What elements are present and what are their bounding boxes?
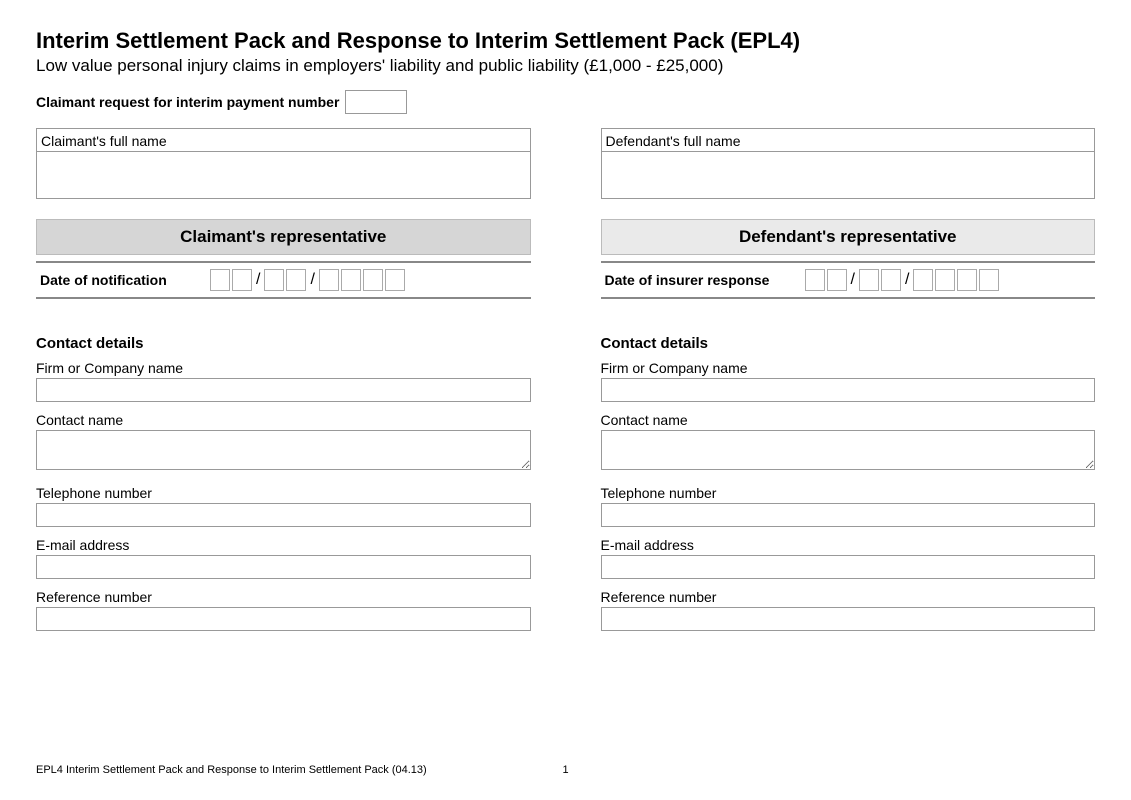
- firm-label: Firm or Company name: [36, 360, 531, 376]
- date-d1[interactable]: [805, 269, 825, 291]
- form-title: Interim Settlement Pack and Response to …: [36, 28, 1095, 54]
- form-subtitle: Low value personal injury claims in empl…: [36, 56, 1095, 76]
- date-y1[interactable]: [913, 269, 933, 291]
- defendant-email-input[interactable]: [601, 555, 1096, 579]
- date-sep-icon: /: [254, 271, 262, 289]
- defendant-contact-name-input[interactable]: [601, 430, 1096, 470]
- claimant-column: Claimant's full name Claimant's represen…: [36, 128, 531, 641]
- payment-number-row: Claimant request for interim payment num…: [36, 90, 1095, 114]
- claimant-firm-input[interactable]: [36, 378, 531, 402]
- date-d2[interactable]: [827, 269, 847, 291]
- contact-name-label: Contact name: [36, 412, 531, 428]
- date-sep-icon: /: [903, 271, 911, 289]
- defendant-firm-input[interactable]: [601, 378, 1096, 402]
- payment-number-input[interactable]: [345, 90, 407, 114]
- date-d2[interactable]: [232, 269, 252, 291]
- payment-number-label: Claimant request for interim payment num…: [36, 94, 339, 110]
- ref-label: Reference number: [36, 589, 531, 605]
- firm-label: Firm or Company name: [601, 360, 1096, 376]
- date-y4[interactable]: [979, 269, 999, 291]
- date-y2[interactable]: [341, 269, 361, 291]
- date-y1[interactable]: [319, 269, 339, 291]
- defendant-tel-input[interactable]: [601, 503, 1096, 527]
- notification-date-row: Date of notification / /: [36, 261, 531, 299]
- claimant-name-input[interactable]: [37, 152, 530, 198]
- tel-label: Telephone number: [36, 485, 531, 501]
- contact-name-label: Contact name: [601, 412, 1096, 428]
- contact-heading: Contact details: [601, 335, 1096, 352]
- date-sep-icon: /: [308, 271, 316, 289]
- contact-heading: Contact details: [36, 335, 531, 352]
- insurer-date-row: Date of insurer response / /: [601, 261, 1096, 299]
- email-label: E-mail address: [36, 537, 531, 553]
- date-sep-icon: /: [849, 271, 857, 289]
- page-number: 1: [562, 764, 568, 776]
- date-d1[interactable]: [210, 269, 230, 291]
- date-m2[interactable]: [286, 269, 306, 291]
- claimant-rep-header: Claimant's representative: [36, 219, 531, 255]
- claimant-name-label: Claimant's full name: [36, 128, 531, 151]
- insurer-date-inputs: / /: [805, 269, 1000, 291]
- date-m1[interactable]: [264, 269, 284, 291]
- notification-date-label: Date of notification: [40, 272, 200, 288]
- tel-label: Telephone number: [601, 485, 1096, 501]
- defendant-name-input[interactable]: [602, 152, 1095, 198]
- defendant-name-label: Defendant's full name: [601, 128, 1096, 151]
- date-m1[interactable]: [859, 269, 879, 291]
- ref-label: Reference number: [601, 589, 1096, 605]
- insurer-date-label: Date of insurer response: [605, 272, 795, 288]
- claimant-ref-input[interactable]: [36, 607, 531, 631]
- email-label: E-mail address: [601, 537, 1096, 553]
- date-y3[interactable]: [363, 269, 383, 291]
- defendant-rep-header: Defendant's representative: [601, 219, 1096, 255]
- date-y2[interactable]: [935, 269, 955, 291]
- claimant-contact-name-input[interactable]: [36, 430, 531, 470]
- footer: EPL4 Interim Settlement Pack and Respons…: [36, 764, 1095, 776]
- defendant-ref-input[interactable]: [601, 607, 1096, 631]
- date-y3[interactable]: [957, 269, 977, 291]
- notification-date-inputs: / /: [210, 269, 405, 291]
- date-y4[interactable]: [385, 269, 405, 291]
- claimant-tel-input[interactable]: [36, 503, 531, 527]
- claimant-email-input[interactable]: [36, 555, 531, 579]
- defendant-column: Defendant's full name Defendant's repres…: [601, 128, 1096, 641]
- date-m2[interactable]: [881, 269, 901, 291]
